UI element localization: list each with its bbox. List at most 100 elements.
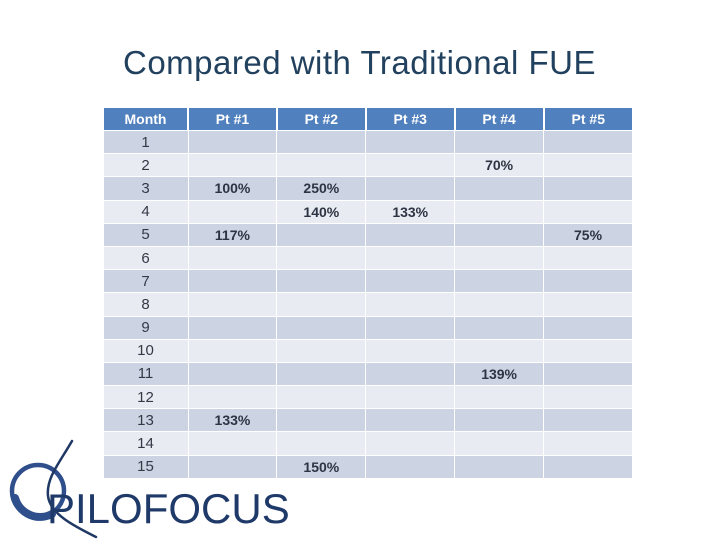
value-cell	[365, 153, 456, 178]
value-cell	[276, 361, 367, 387]
value-cell: 150%	[276, 454, 367, 479]
value-cell	[187, 129, 278, 155]
month-cell: 10	[102, 338, 189, 363]
month-cell: 12	[102, 385, 189, 410]
pilofocus-follicle-icon	[9, 439, 98, 539]
value-cell	[276, 245, 367, 271]
value-cell	[365, 292, 456, 317]
comparison-table: Month Pt #1 Pt #2 Pt #3 Pt #4 Pt #5 1 2 70% 3 100…	[102, 107, 633, 479]
column-header: Pt #1	[187, 107, 278, 131]
month-cell: 15	[102, 454, 189, 479]
column-header: Pt #5	[542, 107, 633, 131]
value-cell	[365, 431, 456, 456]
value-cell: 70%	[454, 153, 545, 178]
value-cell: 117%	[187, 222, 278, 247]
value-cell	[543, 338, 633, 363]
value-cell	[365, 315, 456, 340]
value-cell	[454, 385, 545, 410]
table-row: 13 133%	[102, 408, 633, 433]
month-cell: 13	[102, 408, 189, 433]
value-cell: 139%	[454, 361, 545, 387]
column-header: Pt #3	[364, 107, 456, 131]
value-cell	[276, 315, 367, 340]
value-cell	[454, 315, 545, 340]
value-cell	[365, 385, 456, 410]
value-cell	[365, 245, 456, 271]
value-cell	[276, 269, 367, 294]
table-row: 15 150%	[102, 454, 633, 479]
value-cell	[276, 153, 367, 178]
slide-title: Compared with Traditional FUE	[122, 44, 597, 81]
value-cell	[365, 176, 456, 201]
value-cell	[543, 454, 633, 479]
value-cell	[543, 199, 633, 224]
value-cell	[543, 431, 633, 456]
value-cell	[276, 431, 367, 456]
value-cell	[454, 176, 545, 201]
table-row: 8	[102, 292, 633, 317]
value-cell	[365, 129, 456, 155]
value-cell	[454, 408, 545, 433]
column-header: Pt #4	[453, 107, 545, 131]
value-cell	[365, 361, 456, 387]
table-row: 11 139%	[102, 361, 633, 387]
table-row: 3 100% 250%	[102, 176, 633, 201]
column-header: Month	[102, 107, 189, 131]
value-cell	[543, 361, 633, 387]
value-cell	[365, 222, 456, 247]
table-row: 9	[102, 315, 633, 340]
value-cell	[543, 153, 633, 178]
value-cell	[187, 269, 278, 294]
column-header: Pt #2	[275, 107, 367, 131]
table-row: 4 140% 133%	[102, 199, 633, 224]
month-cell: 1	[102, 129, 189, 155]
value-cell	[187, 338, 278, 363]
value-cell	[187, 361, 278, 387]
value-cell	[543, 408, 633, 433]
value-cell	[454, 292, 545, 317]
value-cell	[365, 454, 456, 479]
table-row: 14	[102, 431, 633, 456]
value-cell	[187, 385, 278, 410]
value-cell	[187, 292, 278, 317]
month-cell: 2	[102, 153, 189, 178]
value-cell	[454, 222, 545, 247]
value-cell	[276, 338, 367, 363]
logo-text: PILOFOCUS	[47, 485, 290, 532]
month-cell: 14	[102, 431, 189, 456]
table-row: 2 70%	[102, 153, 633, 178]
table-header-row: Month Pt #1 Pt #2 Pt #3 Pt #4 Pt #5	[102, 107, 633, 131]
value-cell	[454, 269, 545, 294]
value-cell	[187, 315, 278, 340]
value-cell	[365, 269, 456, 294]
value-cell	[454, 454, 545, 479]
month-cell: 7	[102, 269, 189, 294]
value-cell	[454, 338, 545, 363]
table-row: 12	[102, 385, 633, 410]
value-cell: 250%	[276, 176, 367, 201]
month-cell: 3	[102, 176, 189, 201]
table-row: 10	[102, 338, 633, 363]
value-cell	[276, 385, 367, 410]
logo: PILOFOCUS	[0, 428, 300, 539]
value-cell	[365, 338, 456, 363]
month-cell: 9	[102, 315, 189, 340]
value-cell: 140%	[276, 199, 367, 224]
value-cell	[543, 385, 633, 410]
month-cell: 5	[102, 222, 189, 247]
value-cell	[276, 222, 367, 247]
value-cell: 75%	[543, 222, 633, 247]
month-cell: 11	[102, 361, 189, 387]
value-cell	[454, 431, 545, 456]
table-row: 7	[102, 269, 633, 294]
table-row: 5 117% 75%	[102, 222, 633, 247]
value-cell	[187, 153, 278, 178]
month-cell: 4	[102, 199, 189, 224]
value-cell	[276, 292, 367, 317]
value-cell: 133%	[365, 199, 456, 224]
value-cell	[454, 245, 545, 271]
value-cell	[276, 129, 367, 155]
table-body: 1 2 70% 3 100% 250% 4 140% 133% 5 117% 75% 6 7 8 9 10 11 1…	[102, 129, 633, 479]
value-cell	[543, 292, 633, 317]
